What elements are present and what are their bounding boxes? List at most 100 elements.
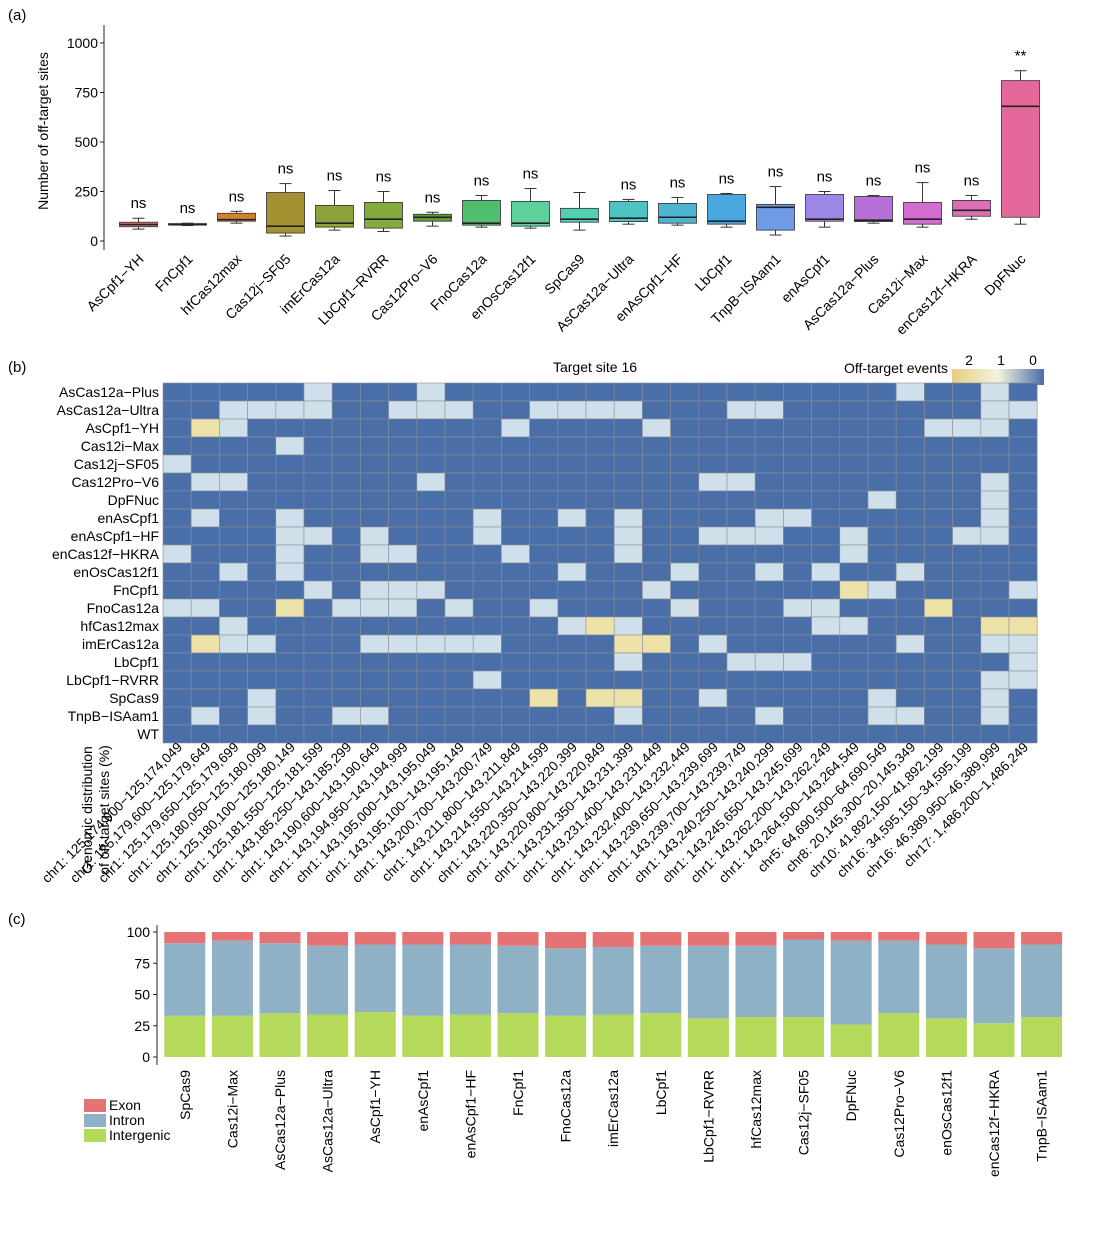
heatmap-cell [416,562,446,582]
heatmap-cell [303,562,333,582]
heatmap-cell [754,688,784,708]
y-tick-label: 1000 [67,35,98,51]
stacked-bar-segment-intron [211,940,253,1016]
heatmap-cell [895,580,925,600]
heatmap-cell [783,400,812,420]
heatmap-cell [726,544,756,564]
heatmap-cell [754,400,784,420]
heatmap-cell [670,634,700,654]
heatmap-cell [275,454,305,474]
significance-label: ns [817,169,833,186]
x-tick-label: AsCpf1−YH [367,1070,383,1144]
heatmap-cell [219,724,248,744]
heatmap-cell [1008,652,1038,672]
heatmap-cell [219,706,248,726]
heatmap-cell [754,580,784,600]
significance-label: ns [327,168,343,185]
heatmap-cell [190,706,220,726]
heatmap-cell [219,616,248,636]
heatmap-cell [698,724,728,744]
heatmap-cell [585,490,615,510]
heatmap-cell [698,580,728,600]
heatmap-cell [613,508,643,528]
stacked-bar-segment-intron [307,945,349,1015]
heatmap-cell [331,472,361,492]
panel-c-ylabel-line2: of off-target sites (%) [96,745,112,875]
heatmap-cell [867,454,897,474]
heatmap-cell [613,706,643,726]
heatmap-cell [501,544,530,564]
heatmap-cell [472,580,502,600]
heatmap-cell [952,598,982,618]
x-tick-label: FnoCas12a [558,1070,574,1143]
stacked-bar-segment-intron [164,943,206,1016]
heatmap-cell [190,544,220,564]
heatmap-cell [444,508,474,528]
heatmap-cell [162,580,192,600]
heatmap-cell [1008,436,1038,456]
heatmap-cell [388,580,418,600]
heatmap-cell [895,544,925,564]
heatmap-cell [613,562,643,582]
heatmap-cell [388,652,418,672]
heatmap-cell [783,490,812,510]
heatmap-cell [331,526,361,546]
stacked-bar-segment-exon [592,932,634,947]
heatmap-cell [895,688,925,708]
heatmap-row-label: enAsCpf1 [98,510,160,526]
heatmap-cell [162,616,192,636]
stacked-bar-segment-intron [687,945,729,1019]
heatmap-cell [952,382,982,402]
heatmap-cell [867,670,897,690]
heatmap-cell [472,688,502,708]
heatmap-cell [1008,526,1038,546]
heatmap-cell [726,400,756,420]
heatmap-cell [388,526,418,546]
heatmap-cell [388,508,418,528]
heatmap-cell [670,472,700,492]
heatmap-cell [444,454,474,474]
heatmap-cell [698,598,728,618]
heatmap-cell [247,634,277,654]
heatmap-cell [980,562,1010,582]
heatmap-cell [388,436,418,456]
stacked-bar-segment-exon [830,932,872,941]
x-tick-label: AsCpf1−YH [83,251,146,314]
panel-b-label: (b) [8,359,26,376]
heatmap-row-label: LbCpf1−RVRR [66,672,159,688]
heatmap-cell [980,634,1010,654]
stacked-bar-segment-intergenic [735,1017,777,1057]
heatmap-cell [416,616,446,636]
heatmap-cell [783,526,812,546]
x-tick-label: TnpB−ISAam1 [1034,1070,1050,1162]
heatmap-cell [783,418,812,438]
heatmap-cell [754,454,784,474]
heatmap-cell [811,526,841,546]
heatmap-cell [726,436,756,456]
heatmap-cell [472,526,502,546]
heatmap-cell [698,472,728,492]
heatmap-cell [642,580,671,600]
heatmap-row-label: Cas12Pro−V6 [71,474,159,490]
heatmap-cell [670,454,700,474]
heatmap-cell [642,706,671,726]
heatmap-cell [783,580,812,600]
heatmap-cell [275,544,305,564]
heatmap-cell [190,562,220,582]
heatmap-cell [642,490,671,510]
heatmap-cell [952,400,982,420]
significance-label: ns [229,188,245,205]
legend-tick-1: 1 [997,352,1005,368]
significance-label: ns [376,169,392,186]
stacked-bar-segment-intron [592,947,634,1015]
heatmap-cell [754,598,784,618]
heatmap-cell [529,544,559,564]
heatmap-row-label: SpCas9 [109,690,159,706]
heatmap-cell [162,454,192,474]
heatmap-cell [388,670,418,690]
heatmap-cell [867,652,897,672]
heatmap-cell [162,670,192,690]
x-tick-label: LbCpf1 [653,1070,669,1115]
heatmap-cell [839,526,869,546]
heatmap-cell [980,544,1010,564]
